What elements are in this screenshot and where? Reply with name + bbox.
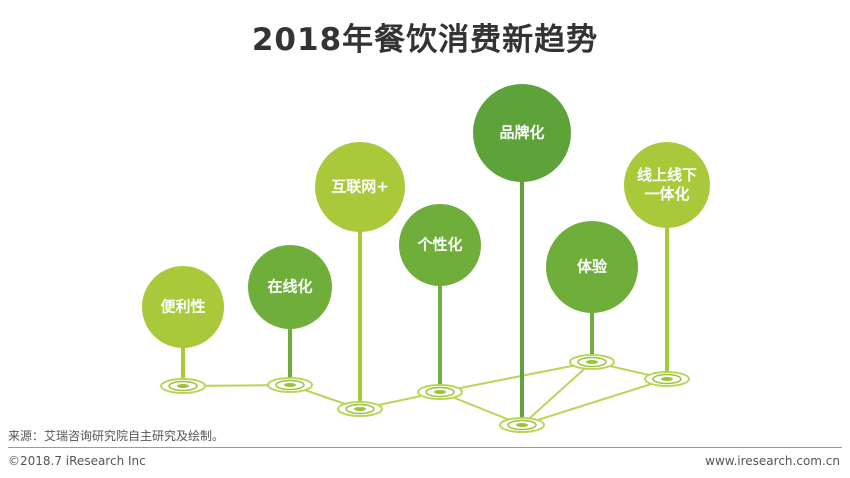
bubble-circle <box>142 266 224 348</box>
bubble-circle <box>315 142 405 232</box>
base-ring-branding <box>499 417 545 433</box>
footer-divider <box>8 447 842 448</box>
trend-label: 品牌化 <box>499 124 544 142</box>
base-ring-personalization <box>417 384 463 400</box>
trend-bubble-internet-plus: 互联网+ <box>315 142 405 232</box>
website-link[interactable]: www.iresearch.com.cn <box>705 454 840 468</box>
trend-bubble-convenience: 便利性 <box>142 266 224 348</box>
bubble-circle <box>624 142 710 228</box>
trend-bubble-experience: 体验 <box>546 221 638 313</box>
trend-label: 便利性 <box>160 298 205 316</box>
base-rings <box>160 354 690 433</box>
copyright-text: ©2018.7 iResearch Inc <box>8 454 146 468</box>
trend-label: 体验 <box>577 258 608 276</box>
trend-bubble-personalization: 个性化 <box>399 204 481 286</box>
bubble-circle <box>248 245 332 329</box>
trend-bubble-branding: 品牌化 <box>473 84 571 182</box>
bubble-circle <box>473 84 571 182</box>
trend-bubble-online: 在线化 <box>248 245 332 329</box>
base-ring-convenience <box>160 378 206 394</box>
trend-label: 线上线下 <box>637 166 697 184</box>
trend-label: 个性化 <box>416 236 462 254</box>
base-ring-internet-plus <box>337 401 383 417</box>
connector-line <box>521 361 593 426</box>
base-ring-experience <box>569 354 615 370</box>
bubble-circle <box>546 221 638 313</box>
trend-label: 一体化 <box>644 185 689 203</box>
trend-label: 在线化 <box>267 278 312 296</box>
connector-line <box>521 378 668 426</box>
bubble-circle <box>399 204 481 286</box>
page-title: 2018年餐饮消费新趋势 <box>251 22 599 58</box>
base-ring-omnichannel <box>644 371 690 387</box>
connector-line <box>439 361 593 393</box>
stems <box>181 180 669 425</box>
source-note: 来源：艾瑞咨询研究院自主研究及绘制。 <box>8 429 225 443</box>
base-ring-online <box>267 377 313 393</box>
trend-label: 互联网+ <box>331 178 389 196</box>
